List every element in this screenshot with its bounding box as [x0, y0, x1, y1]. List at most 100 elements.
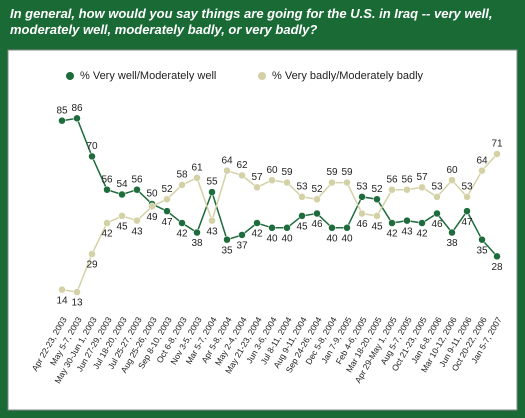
data-label: 40	[326, 233, 338, 244]
data-point	[448, 228, 456, 237]
data-point	[253, 219, 261, 227]
data-point	[373, 195, 381, 203]
data-point	[118, 212, 126, 220]
data-label: 52	[371, 184, 383, 195]
data-point	[118, 190, 126, 199]
data-label: 58	[176, 170, 188, 181]
data-point	[208, 216, 216, 225]
data-point	[208, 188, 216, 196]
data-label: 59	[341, 167, 353, 178]
data-label: 64	[221, 155, 233, 166]
legend-label: % Very well/Moderately well	[80, 70, 216, 82]
data-point	[298, 193, 306, 201]
data-label: 43	[206, 226, 218, 237]
data-label: 70	[86, 141, 98, 152]
data-point	[73, 288, 81, 296]
data-label: 53	[461, 182, 473, 193]
data-point	[493, 150, 501, 158]
data-point	[433, 209, 441, 218]
data-point	[103, 185, 111, 194]
data-point	[103, 219, 111, 227]
data-label: 45	[371, 222, 383, 233]
data-label: 14	[56, 295, 68, 306]
data-label: 28	[491, 262, 503, 273]
data-point	[418, 183, 426, 192]
data-label: 52	[311, 184, 323, 195]
data-label: 46	[431, 219, 443, 230]
data-label: 35	[476, 245, 488, 256]
data-label: 56	[401, 174, 413, 185]
legend-marker	[258, 72, 266, 80]
data-point	[373, 212, 381, 220]
data-label: 13	[71, 298, 83, 309]
data-point	[358, 209, 366, 218]
data-point	[238, 231, 246, 239]
data-label: 29	[86, 260, 98, 271]
data-point	[403, 216, 411, 225]
data-point	[298, 212, 306, 220]
data-point	[193, 174, 201, 182]
data-label: 43	[131, 226, 143, 237]
data-point	[313, 195, 321, 203]
data-label: 40	[266, 233, 278, 244]
data-label: 47	[461, 217, 473, 228]
data-label: 47	[161, 217, 173, 228]
data-point	[313, 209, 321, 218]
data-label: 45	[116, 222, 128, 233]
data-label: 57	[251, 172, 263, 183]
data-point	[178, 181, 186, 189]
data-label: 42	[386, 229, 398, 240]
data-point	[403, 185, 411, 194]
data-point	[388, 219, 396, 227]
data-label: 46	[356, 219, 368, 230]
data-point	[88, 250, 96, 258]
data-label: 50	[146, 189, 158, 200]
data-point	[478, 166, 486, 175]
data-label: 42	[251, 229, 263, 240]
data-label: 52	[161, 184, 173, 195]
data-label: 42	[416, 229, 428, 240]
data-label: 64	[476, 155, 488, 166]
data-point	[58, 285, 66, 294]
data-point	[73, 114, 81, 123]
data-point	[148, 202, 156, 211]
data-point	[178, 219, 186, 227]
chart-title: In general, how would you say things are…	[10, 6, 493, 37]
data-label: 61	[191, 162, 203, 173]
data-label: 53	[356, 182, 368, 193]
data-point	[253, 183, 261, 192]
data-point	[223, 166, 231, 175]
data-label: 54	[116, 179, 128, 190]
data-point	[463, 207, 471, 215]
data-label: 53	[431, 182, 443, 193]
data-point	[328, 178, 336, 187]
data-label: 42	[176, 229, 188, 240]
data-label: 60	[266, 165, 278, 176]
data-label: 35	[221, 245, 233, 256]
plot-panel	[7, 49, 518, 411]
data-point	[163, 195, 171, 203]
data-point	[268, 176, 276, 184]
legend-label: % Very badly/Moderately badly	[272, 70, 424, 82]
data-label: 40	[281, 233, 293, 244]
data-label: 49	[146, 212, 158, 223]
data-label: 56	[101, 174, 113, 185]
data-label: 56	[386, 174, 398, 185]
data-label: 38	[191, 238, 203, 249]
data-label: 37	[236, 241, 248, 252]
data-label: 42	[101, 229, 113, 240]
data-point	[223, 235, 231, 244]
data-label: 53	[296, 182, 308, 193]
data-point	[163, 207, 171, 215]
data-point	[268, 224, 276, 232]
data-label: 86	[71, 103, 83, 114]
data-point	[88, 152, 96, 161]
data-label: 56	[131, 174, 143, 185]
data-label: 46	[311, 219, 323, 230]
data-point	[418, 219, 426, 227]
data-point	[283, 178, 291, 187]
data-label: 45	[296, 222, 308, 233]
data-point	[463, 193, 471, 201]
